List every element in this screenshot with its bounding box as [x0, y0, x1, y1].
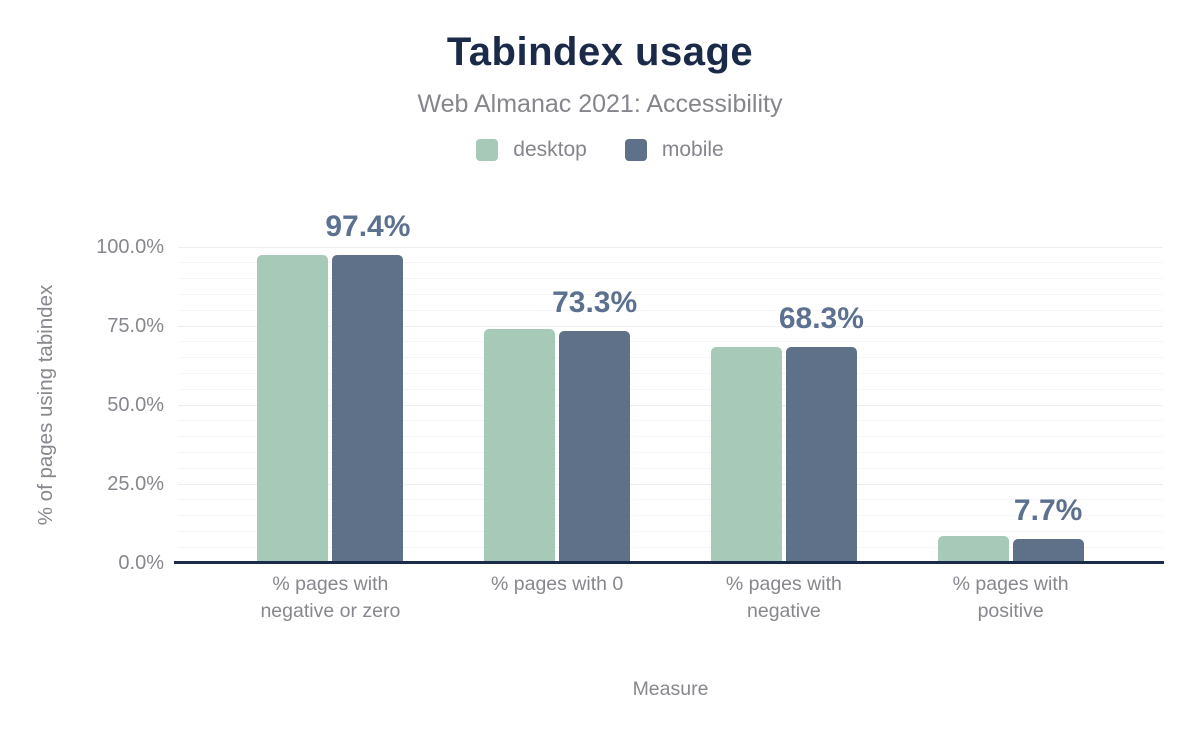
gridline-major: [178, 246, 1163, 248]
bar-pair: [710, 347, 857, 563]
bar-pair: [484, 329, 631, 563]
x-axis-title: Measure: [632, 678, 709, 700]
bar-group: 68.3%: [671, 247, 898, 563]
y-tick-label: 0.0%: [118, 552, 164, 574]
bar-mobile[interactable]: [785, 347, 857, 563]
gridline-minor: [178, 262, 1163, 264]
bar-value-label: 97.4%: [325, 210, 411, 243]
gridline-minor: [178, 499, 1163, 501]
gridline-minor: [178, 309, 1163, 311]
y-tick-label: 25.0%: [107, 473, 164, 495]
gridline-minor: [178, 467, 1163, 469]
bar-value-label: 68.3%: [778, 302, 864, 335]
gridline-major: [178, 325, 1163, 327]
gridline-minor: [178, 515, 1163, 517]
x-category-label: % pages with positive: [897, 571, 1124, 625]
gridline-minor: [178, 388, 1163, 390]
bar-desktop[interactable]: [937, 536, 1009, 563]
chart-title: Tabindex usage: [446, 30, 754, 74]
legend-label: mobile: [661, 138, 724, 161]
gridline-minor: [178, 341, 1163, 343]
bar-pair: [937, 536, 1084, 563]
gridline-minor: [178, 420, 1163, 422]
y-tick-label: 50.0%: [107, 394, 164, 416]
x-category-label: % pages with 0: [444, 571, 671, 625]
bar-mobile[interactable]: [559, 331, 631, 563]
gridline-minor: [178, 293, 1163, 295]
bar-group: 73.3%: [444, 247, 671, 563]
x-category-label-text: % pages with 0: [491, 573, 624, 595]
legend-item-desktop[interactable]: desktop: [476, 138, 587, 162]
bar-group: 7.7%: [897, 247, 1124, 563]
gridline-minor: [178, 372, 1163, 374]
bar-mobile[interactable]: [332, 255, 404, 563]
legend-item-mobile[interactable]: mobile: [624, 138, 724, 162]
chart-subtitle: Web Almanac 2021: Accessibility: [417, 90, 783, 118]
y-tick-label: 100.0%: [96, 236, 164, 258]
bar-mobile[interactable]: [1012, 539, 1084, 563]
gridline-minor: [178, 546, 1163, 548]
x-axis-category-labels: % pages with negative or zero % pages wit…: [178, 571, 1163, 625]
plot-area: 97.4% 73.3% 68.3% 7.7%: [178, 210, 1163, 563]
bar-desktop[interactable]: [484, 329, 556, 563]
legend: desktop mobile: [0, 138, 1200, 162]
x-category-label-text: % pages with negative or zero: [260, 573, 401, 622]
gridline-major: [178, 483, 1163, 485]
x-category-label-text: % pages with positive: [952, 573, 1069, 622]
gridline-minor: [178, 357, 1163, 359]
gridline-minor: [178, 278, 1163, 280]
bar-pair: [257, 255, 404, 563]
gridline-minor: [178, 436, 1163, 438]
legend-swatch-icon: [624, 139, 647, 161]
gridline-minor: [178, 451, 1163, 453]
gridline-minor: [178, 530, 1163, 532]
x-category-label-text: % pages with negative: [725, 573, 842, 622]
y-tick-label: 75.0%: [107, 315, 164, 337]
x-category-label: % pages with negative or zero: [217, 571, 444, 625]
legend-label: desktop: [513, 138, 587, 161]
bar-groups: 97.4% 73.3% 68.3% 7.7%: [178, 210, 1163, 563]
bar-desktop[interactable]: [257, 255, 329, 563]
bar-value-label: 73.3%: [552, 286, 638, 319]
gridline-major: [178, 404, 1163, 406]
bar-value-label: 7.7%: [1013, 494, 1083, 527]
x-axis-baseline: [174, 561, 1164, 564]
bar-group: 97.4%: [217, 210, 444, 563]
x-category-label: % pages with negative: [671, 571, 898, 625]
legend-swatch-icon: [476, 139, 499, 161]
bar-desktop[interactable]: [710, 347, 782, 563]
